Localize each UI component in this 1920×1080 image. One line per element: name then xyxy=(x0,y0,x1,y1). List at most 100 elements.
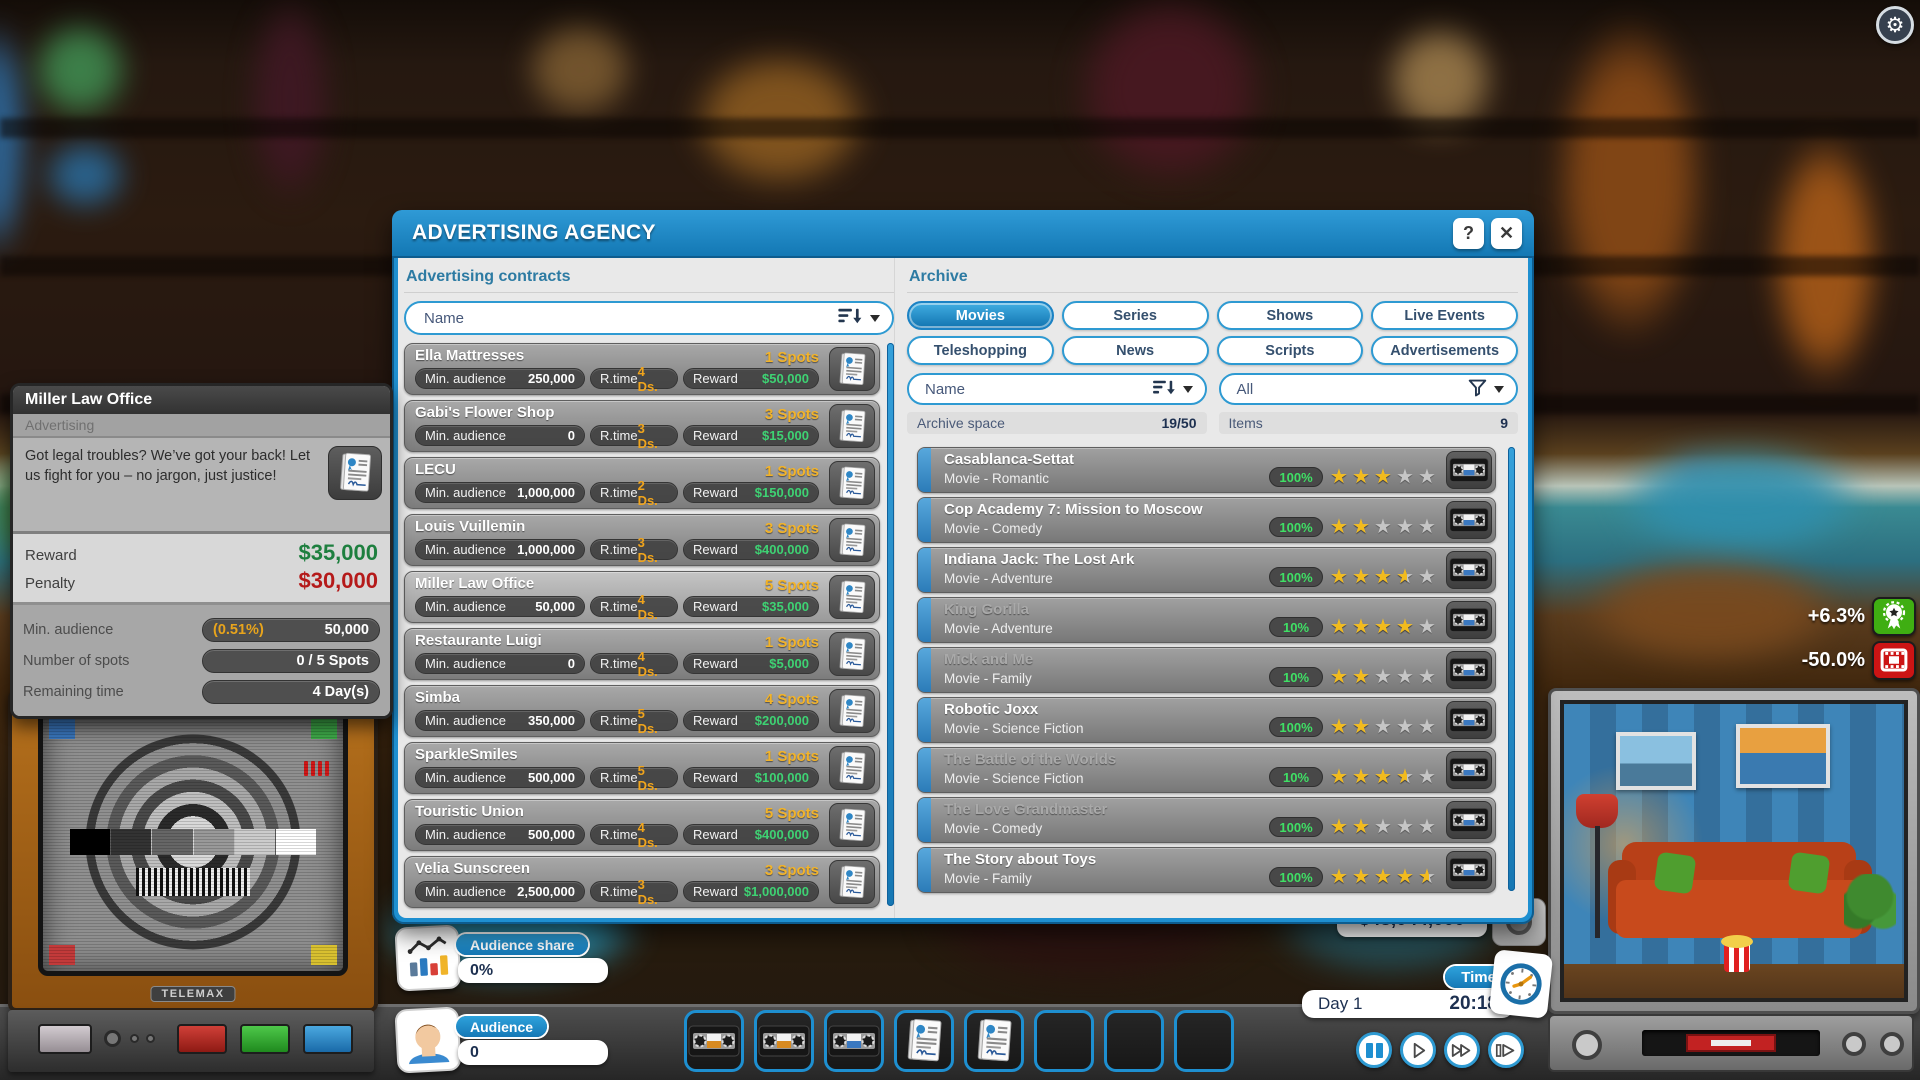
tv-power-button[interactable] xyxy=(38,1024,92,1054)
quality-percent: 100% xyxy=(1269,717,1323,737)
film-strip-icon xyxy=(1880,648,1908,672)
contract-name: Ella Mattresses xyxy=(415,347,525,364)
contract-card[interactable]: Ella Mattresses 1 Spots Min. audience 250,0… xyxy=(404,343,880,395)
quality-percent: 100% xyxy=(1269,517,1323,537)
vcr-knob[interactable] xyxy=(1880,1032,1904,1056)
tv-brand-label: TELEMAX xyxy=(150,986,236,1002)
archive-card[interactable]: Casablanca-Settat Movie - Romantic 100% ★ ★ ★… xyxy=(917,447,1496,493)
play-button[interactable] xyxy=(1400,1032,1436,1068)
lamp-pole xyxy=(1595,826,1600,938)
settings-gear-button[interactable]: ⚙ xyxy=(1876,6,1914,44)
contract-spots: 1 Spots xyxy=(764,634,819,651)
window-titlebar[interactable]: ADVERTISING AGENCY ? ✕ xyxy=(392,210,1534,258)
fastest-forward-button[interactable] xyxy=(1488,1032,1524,1068)
popcorn-bucket xyxy=(1721,935,1753,972)
contract-card[interactable]: Miller Law Office 5 Spots Min. audience 50,… xyxy=(404,571,880,623)
contract-card[interactable]: Restaurante Luigi 1 Spots Min. audience 0 R.… xyxy=(404,628,880,680)
contract-card[interactable]: Velia Sunscreen 3 Spots Min. audience 2,500… xyxy=(404,856,880,908)
tab-live-events[interactable]: Live Events xyxy=(1371,301,1518,330)
broadcast-slot-empty[interactable] xyxy=(1174,1010,1234,1072)
vcr-knob[interactable] xyxy=(1842,1032,1866,1056)
tab-scripts[interactable]: Scripts xyxy=(1216,336,1364,365)
archive-filter-field[interactable]: All xyxy=(1218,373,1518,405)
contract-card[interactable]: LECU 1 Spots Min. audience 1,000,000 R.time 2… xyxy=(404,457,880,509)
archive-title: Cop Academy 7: Mission to Moscow xyxy=(944,501,1203,518)
contracts-sort-value: Name xyxy=(424,309,465,327)
contract-card[interactable]: Louis Vuillemin 3 Spots Min. audience 1,000… xyxy=(404,514,880,566)
tab-series[interactable]: Series xyxy=(1061,301,1209,330)
remaining-time-pill: R.time 2 Ds. xyxy=(590,478,678,508)
broadcast-slot-contract[interactable] xyxy=(964,1010,1024,1072)
archive-scrollbar[interactable] xyxy=(1508,447,1515,891)
archive-card[interactable]: The Story about Toys Movie - Family 100% ★ ★… xyxy=(917,847,1496,893)
vcr-knob[interactable] xyxy=(1572,1030,1602,1060)
contract-card[interactable]: SparkleSmiles 1 Spots Min. audience 500,000… xyxy=(404,742,880,794)
broadcast-slot-tape[interactable] xyxy=(824,1010,884,1072)
tv-knob[interactable] xyxy=(104,1030,121,1047)
reward-pill: Reward $400,000 xyxy=(683,539,819,560)
archive-card[interactable]: Cop Academy 7: Mission to Moscow Movie - … xyxy=(917,497,1496,543)
remaining-time-pill: R.time 3 Ds. xyxy=(590,877,678,907)
tab-movies[interactable]: Movies xyxy=(907,301,1054,330)
contract-name: SparkleSmiles xyxy=(415,746,518,763)
min-audience-pill: Min. audience 0 xyxy=(415,425,585,446)
modifier-value: -50.0% xyxy=(1801,648,1865,671)
archive-card[interactable]: The Love Grandmaster Movie - Comedy 100% ★ ★… xyxy=(917,797,1496,843)
star-icon: ★★ xyxy=(1374,766,1392,788)
broadcast-slot-contract[interactable] xyxy=(894,1010,954,1072)
broadcast-slot-empty[interactable] xyxy=(1034,1010,1094,1072)
pillow xyxy=(1787,851,1831,895)
contracts-sort-field[interactable]: Name xyxy=(404,301,894,335)
contract-card[interactable]: Gabi's Flower Shop 3 Spots Min. audience 0 R… xyxy=(404,400,880,452)
reward-pill: Reward $200,000 xyxy=(683,710,819,731)
archive-sort-field[interactable]: Name xyxy=(907,373,1207,405)
broadcast-slot-empty[interactable] xyxy=(1104,1010,1164,1072)
tab-shows[interactable]: Shows xyxy=(1216,301,1364,330)
tv-knob[interactable] xyxy=(146,1034,155,1043)
tab-advertisements[interactable]: Advertisements xyxy=(1371,336,1518,365)
chevron-down-icon xyxy=(870,314,880,322)
archive-card[interactable]: Indiana Jack: The Lost Ark Movie - Advent… xyxy=(917,547,1496,593)
pillow xyxy=(1653,851,1697,895)
tab-teleshopping[interactable]: Teleshopping xyxy=(907,336,1054,365)
color-square xyxy=(311,719,337,739)
contract-card[interactable]: Touristic Union 5 Spots Min. audience 500,0… xyxy=(404,799,880,851)
vhs-icon-tile xyxy=(1446,601,1492,639)
audience-widget: Audience 0 xyxy=(394,1006,626,1078)
min-audience-pill: Min. audience 500,000 xyxy=(415,767,585,788)
quality-percent: 100% xyxy=(1269,867,1323,887)
tv-knob[interactable] xyxy=(130,1034,139,1043)
tv-red-button[interactable] xyxy=(177,1024,227,1054)
star-rating: ★★★★★★★★★★ xyxy=(1330,516,1439,538)
penalty-label: Penalty xyxy=(25,575,76,592)
vcr-slot[interactable] xyxy=(1642,1030,1820,1056)
tv-green-button[interactable] xyxy=(240,1024,290,1054)
pause-button[interactable] xyxy=(1356,1032,1392,1068)
tv-blue-button[interactable] xyxy=(303,1024,353,1054)
help-button[interactable]: ? xyxy=(1453,217,1484,249)
contract-icon-tile xyxy=(829,518,875,562)
star-icon: ★★ xyxy=(1374,616,1392,638)
vhs-tape-icon xyxy=(758,1025,810,1057)
broadcast-slot-tape[interactable] xyxy=(754,1010,814,1072)
min-audience-percent: (0.51%) xyxy=(213,622,264,638)
contract-card[interactable]: Simba 4 Spots Min. audience 350,000 R.time 5 … xyxy=(404,685,880,737)
tooltip-description: Got legal troubles? We’ve got your back!… xyxy=(25,448,311,484)
close-button[interactable]: ✕ xyxy=(1491,217,1522,249)
broadcast-slot-tape[interactable] xyxy=(684,1010,744,1072)
vhs-icon-tile xyxy=(1446,451,1492,489)
fast-forward-button[interactable] xyxy=(1444,1032,1480,1068)
studio-tv[interactable]: TELEMAX xyxy=(8,690,378,1012)
tab-news[interactable]: News xyxy=(1061,336,1209,365)
archive-card[interactable]: The Battle of the Worlds Movie - Science … xyxy=(917,747,1496,793)
star-icon: ★★ xyxy=(1396,666,1414,688)
reward-pill: Reward $150,000 xyxy=(683,482,819,503)
remaining-time-pill: R.time 5 Ds. xyxy=(590,706,678,736)
remaining-time-pill: R.time 3 Ds. xyxy=(590,421,678,451)
contracts-scrollbar[interactable] xyxy=(887,343,894,906)
archive-card[interactable]: King Gorilla Movie - Adventure 10% ★ ★ ★ ★ ★ ★ ★ ★… xyxy=(917,597,1496,643)
contract-icon-tile xyxy=(829,860,875,904)
archive-card[interactable]: Robotic Joxx Movie - Science Fiction 100% ★… xyxy=(917,697,1496,743)
audience-tv[interactable] xyxy=(1548,688,1920,1014)
